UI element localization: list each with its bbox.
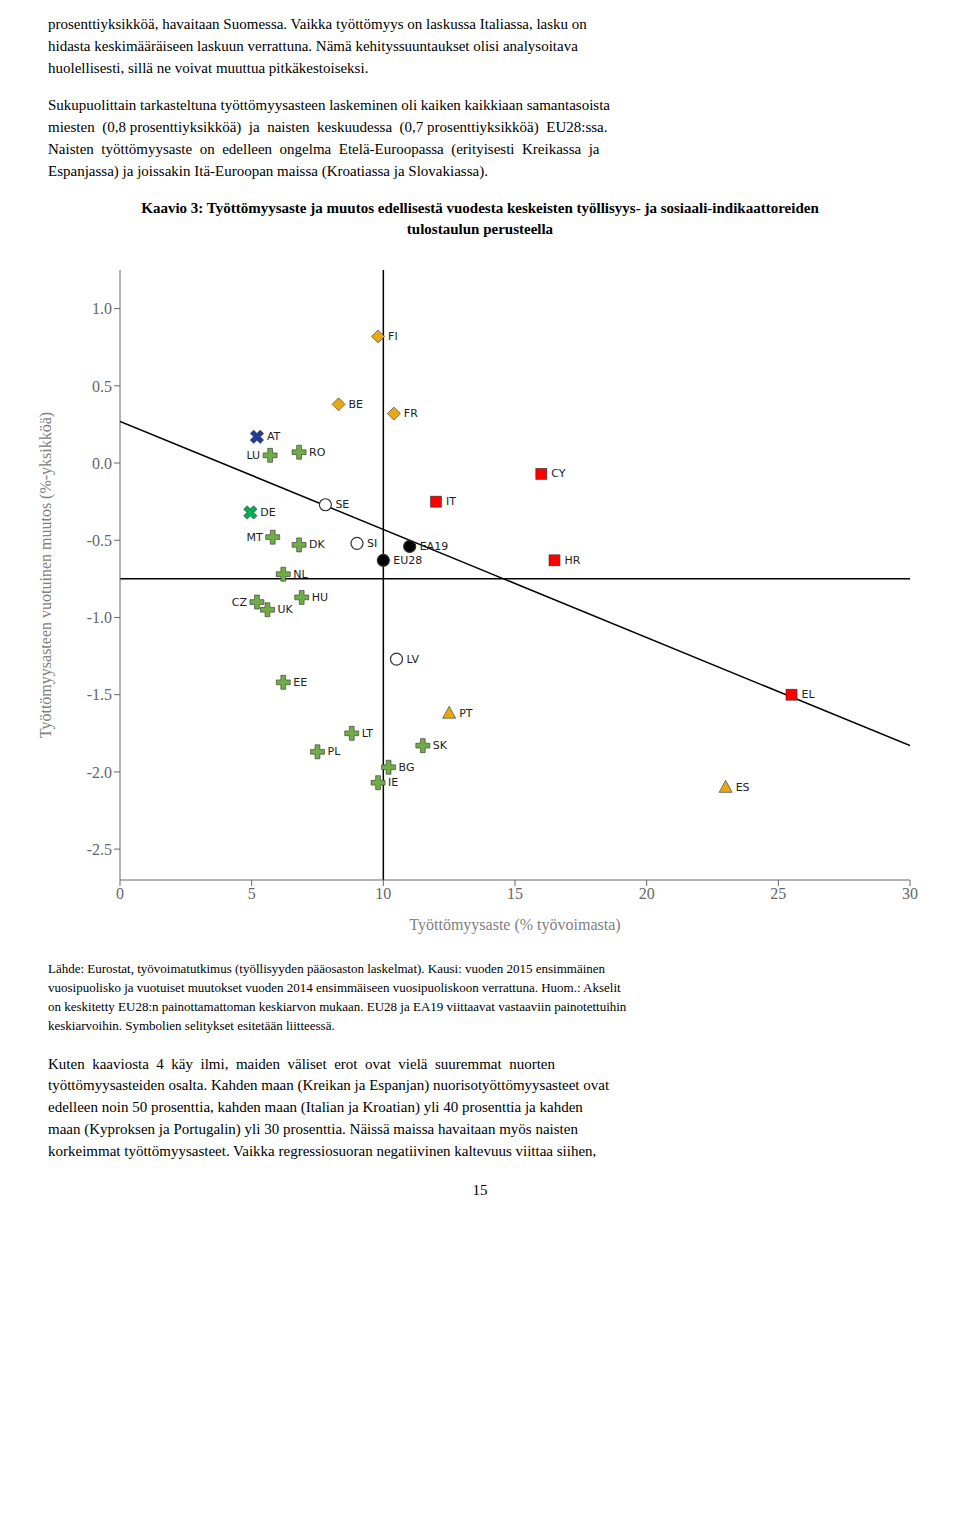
html-text:Naisten työttömyysaste on edel: Naisten työttömyysaste on edelleen ongel… xyxy=(48,140,600,157)
svg-text:-1.5: -1.5 xyxy=(87,687,112,704)
svg-text:5: 5 xyxy=(248,886,256,903)
svg-text:LT: LT xyxy=(362,727,374,740)
svg-text:Työttömyysasteen vuotuinen muu: Työttömyysasteen vuotuinen muutos (%-yks… xyxy=(37,412,55,738)
svg-text:Työttömyysaste (% työvoimasta): Työttömyysaste (% työvoimasta) xyxy=(409,916,620,934)
svg-text:RO: RO xyxy=(309,446,326,459)
svg-text:DE: DE xyxy=(260,506,275,519)
svg-text:HU: HU xyxy=(312,591,328,604)
svg-text:UK: UK xyxy=(277,603,293,616)
svg-text:EU28: EU28 xyxy=(393,554,422,567)
svg-text:IE: IE xyxy=(388,776,398,789)
svg-text:SE: SE xyxy=(335,498,349,511)
html-text:keskiarvoihin. Symbolien selit: keskiarvoihin. Symbolien selitykset esit… xyxy=(48,1017,335,1033)
html-text:huolellisesti, sillä ne voivat: huolellisesti, sillä ne voivat muuttua p… xyxy=(48,59,369,76)
svg-text:IT: IT xyxy=(446,495,456,508)
svg-text:EL: EL xyxy=(802,688,816,701)
svg-text:HR: HR xyxy=(565,554,581,567)
svg-text:LU: LU xyxy=(246,449,260,462)
svg-text:AT: AT xyxy=(267,431,281,444)
html-text:Kuten kaaviosta 4 käy ilmi, ma: Kuten kaaviosta 4 käy ilmi, maiden välis… xyxy=(48,1055,555,1072)
html-text:Espanjassa) ja joissakin Itä-E: Espanjassa) ja joissakin Itä-Euroopan ma… xyxy=(48,162,488,179)
svg-text:EA19: EA19 xyxy=(420,540,448,553)
svg-text:1.0: 1.0 xyxy=(92,301,112,318)
svg-text:CZ: CZ xyxy=(232,596,248,609)
svg-text:EE: EE xyxy=(293,676,307,689)
svg-text:20: 20 xyxy=(639,886,655,903)
svg-text:0: 0 xyxy=(116,886,124,903)
html-text:vuosipuolisko ja vuotuiset muu: vuosipuolisko ja vuotuiset muutokset vuo… xyxy=(48,980,621,996)
svg-text:LV: LV xyxy=(407,653,420,666)
svg-text:-2.5: -2.5 xyxy=(87,841,112,858)
html-text:miesten (0,8 prosenttiyksikköä: miesten (0,8 prosenttiyksikköä) ja naist… xyxy=(48,119,608,135)
svg-text:30: 30 xyxy=(902,886,918,903)
svg-text:NL: NL xyxy=(293,568,308,581)
html-text:Lähde: Eurostat, työvoimatutki: Lähde: Eurostat, työvoimatutkimus (työll… xyxy=(48,961,606,977)
svg-text:-1.0: -1.0 xyxy=(87,609,112,626)
svg-text:SI: SI xyxy=(367,537,377,550)
html-text:maan (Kyproksen ja Portugalin): maan (Kyproksen ja Portugalin) yli 30 pr… xyxy=(48,1120,578,1137)
html-text:on keskitetty EU28:n painottam: on keskitetty EU28:n painottamattoman ke… xyxy=(48,998,627,1014)
svg-text:-2.0: -2.0 xyxy=(87,764,112,781)
svg-text:25: 25 xyxy=(770,886,786,903)
svg-text:CY: CY xyxy=(551,468,565,481)
html-text:Kaavio 3: Työttömyysaste ja mu: Kaavio 3: Työttömyysaste ja muutos edell… xyxy=(141,200,819,238)
svg-text:FI: FI xyxy=(388,330,398,343)
svg-text:PT: PT xyxy=(459,707,473,720)
html-text:15: 15 xyxy=(472,1182,488,1199)
html-text:prosenttiyksikköä, havaitaan S: prosenttiyksikköä, havaitaan Suomessa. V… xyxy=(48,16,587,32)
html-text:työttömyysasteiden osalta. Kah: työttömyysasteiden osalta. Kahden maan (… xyxy=(48,1077,610,1094)
svg-text:BG: BG xyxy=(399,761,415,774)
svg-text:15: 15 xyxy=(507,886,523,903)
svg-text:0.5: 0.5 xyxy=(92,378,112,395)
svg-text:PL: PL xyxy=(328,746,342,759)
svg-text:FR: FR xyxy=(404,407,418,420)
svg-text:-0.5: -0.5 xyxy=(87,532,112,549)
svg-text:BE: BE xyxy=(349,398,364,411)
html-text:hidasta keskimääräiseen laskuu: hidasta keskimääräiseen laskuun verrattu… xyxy=(48,37,578,54)
html-text:korkeimmat työttömyysasteet. V: korkeimmat työttömyysasteet. Vaikka regr… xyxy=(48,1142,597,1159)
svg-text:SK: SK xyxy=(433,739,448,752)
svg-text:0.0: 0.0 xyxy=(92,455,112,472)
svg-text:DK: DK xyxy=(309,539,325,552)
svg-text:ES: ES xyxy=(736,781,750,794)
svg-text:10: 10 xyxy=(375,886,391,903)
html-text:edelleen noin 50 prosenttia, k: edelleen noin 50 prosenttia, kahden maan… xyxy=(48,1099,583,1116)
html-text:Sukupuolittain tarkasteltuna t: Sukupuolittain tarkasteltuna työttömyysa… xyxy=(48,97,610,114)
svg-text:MT: MT xyxy=(247,531,263,544)
